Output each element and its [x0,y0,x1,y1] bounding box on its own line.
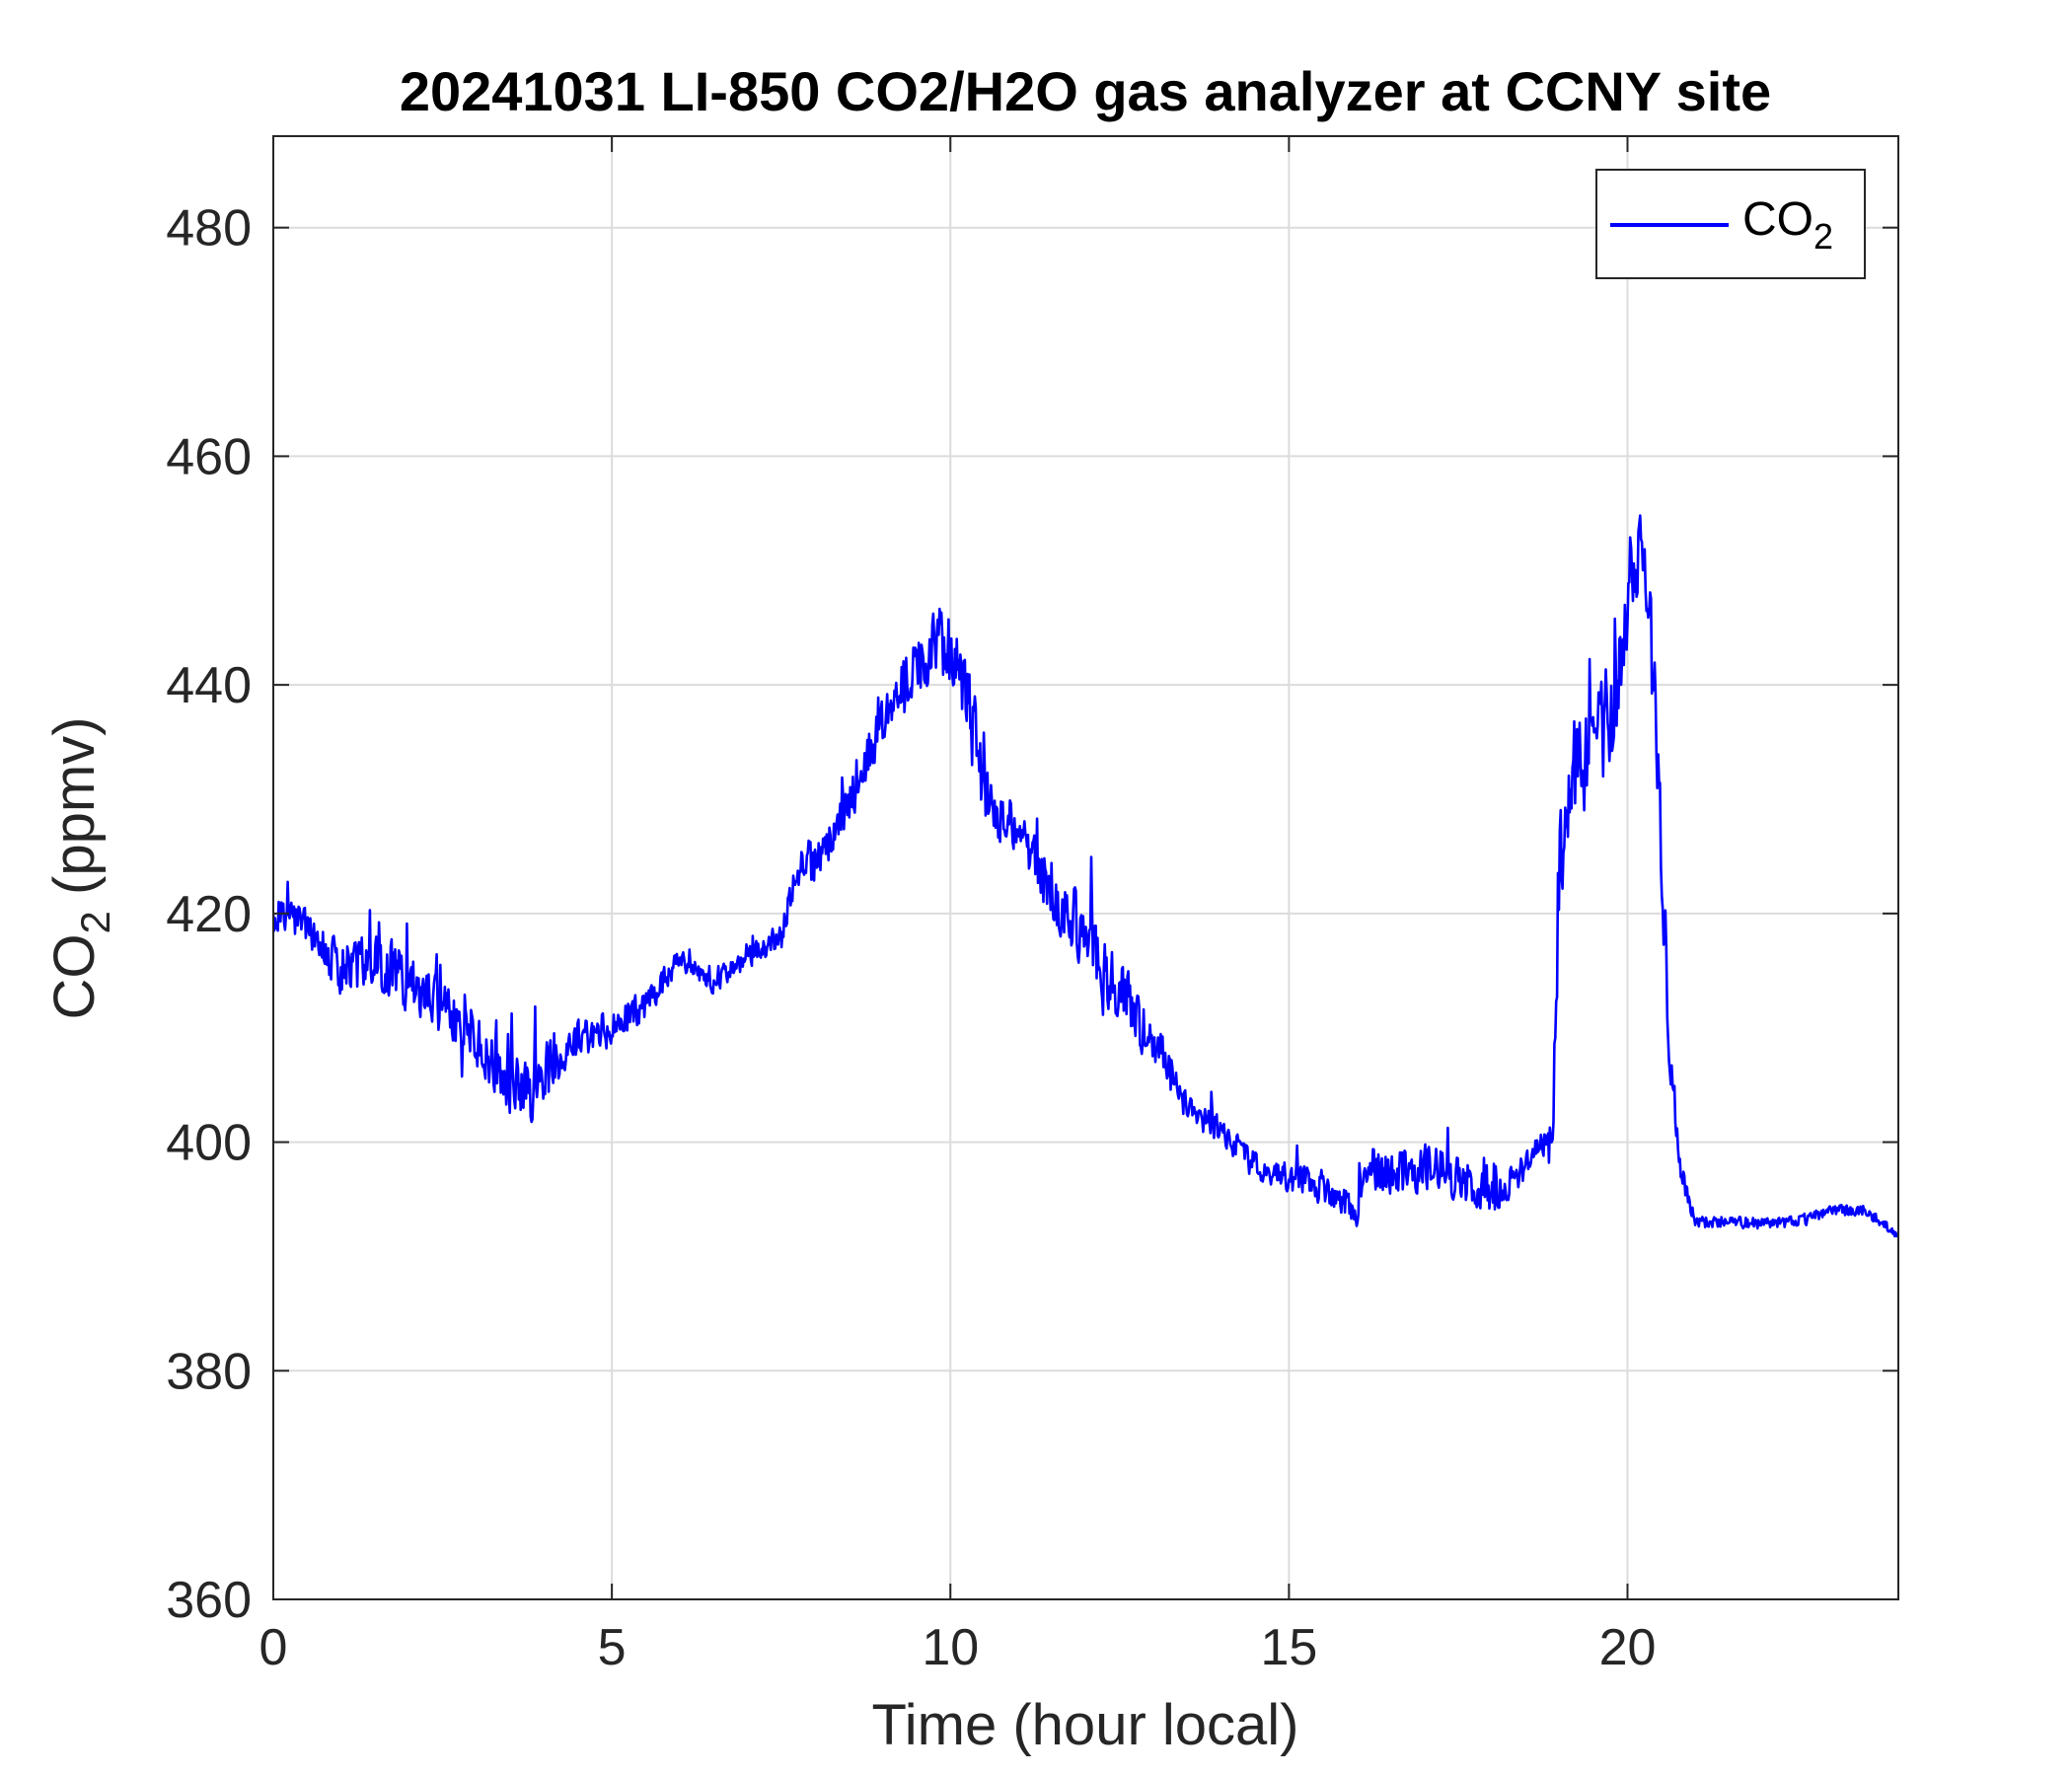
y-tick-label: 480 [166,200,252,258]
legend: CO2 [1595,169,1866,279]
ticks: 0 5 10 15 20 360 380 400 420 440 460 480 [166,136,1898,1676]
y-axis-label-main: CO [42,933,107,1019]
x-tick-label: 10 [922,1619,979,1676]
y-tick-label: 380 [166,1343,252,1400]
legend-entry-subscript: 2 [1813,216,1833,257]
svg-text:CO2 (ppmv): CO2 (ppmv) [42,717,118,1020]
y-axis-label: CO2 (ppmv) [42,717,118,1020]
y-axis-label-subscript: 2 [72,911,118,933]
y-tick-label: 360 [166,1572,252,1629]
series-line-co2 [273,514,1898,1238]
x-tick-label: 0 [259,1619,288,1676]
plot-frame [272,135,1899,1600]
y-tick-label: 440 [166,657,252,714]
x-tick-label: 20 [1599,1619,1657,1676]
svg-text:CO2: CO2 [1742,193,1833,257]
series-layer [273,514,1898,1238]
y-tick-label: 420 [166,886,252,943]
y-tick-label: 460 [166,428,252,485]
y-tick-label: 400 [166,1115,252,1172]
x-tick-label: 5 [598,1619,627,1676]
chart-title: 20241031 LI-850 CO2/H2O gas analyzer at … [400,60,1771,122]
y-axis-label-unit: (ppmv) [42,717,107,912]
x-tick-label: 15 [1260,1619,1317,1676]
legend-entry-co2: CO [1742,193,1813,246]
x-axis-label: Time (hour local) [872,1693,1299,1757]
plot-background [273,136,1898,1599]
